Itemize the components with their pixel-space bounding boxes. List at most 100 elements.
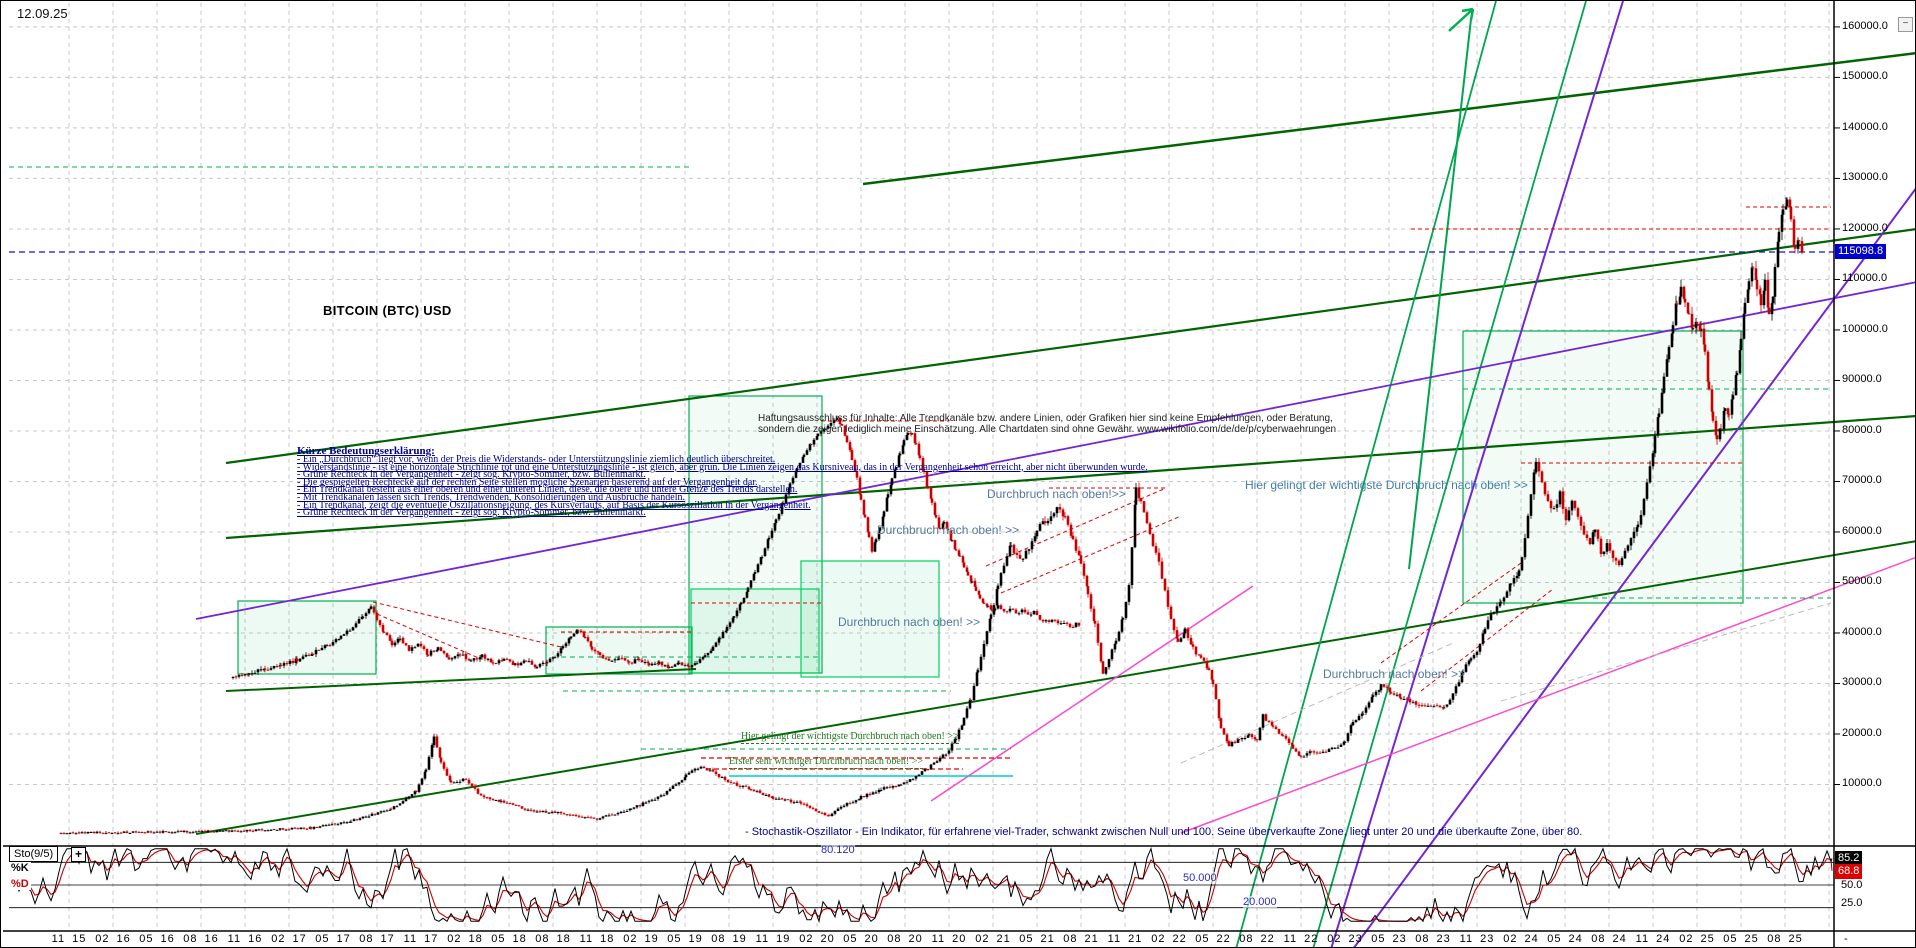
trend-line[interactable] [862,51,1916,186]
x-label-year: 21 [996,933,1011,945]
trend-line[interactable] [1408,18,1472,570]
trend-line[interactable] [1180,556,1916,834]
x-label-month: 02 [623,933,638,945]
x-label-year: 17 [292,933,307,945]
indicator-label[interactable]: Sto(9/5) [9,846,59,862]
x-label-month: 11 [227,933,242,945]
x-label-month: 11 [51,933,66,945]
x-axis-end-mark: - [1844,933,1848,945]
scenario-box [688,395,823,674]
trend-line[interactable] [225,668,697,692]
x-axis-label: 02 24 [1503,933,1539,945]
price-axis-label: 30000.0 [1842,676,1882,689]
price-axis-label: 80000.0 [1842,423,1882,436]
trend-line[interactable] [225,415,1916,540]
x-axis-label: 02 18 [447,933,483,945]
price-candles [59,196,1804,835]
x-axis-label: 05 22 [1195,933,1231,945]
x-axis-label: 08 19 [711,933,747,945]
disclaimer-line-1: Haftungsausschluss für Inhalte: Alle Tre… [758,413,1333,424]
x-label-year: 25 [1744,933,1759,945]
x-label-year: 17 [380,933,395,945]
trend-line[interactable] [372,601,562,648]
x-label-month: 11 [1459,933,1474,945]
x-label-month: 11 [755,933,770,945]
x-label-year: 16 [116,933,131,945]
x-axis-label: 11 22 [1284,933,1319,945]
trend-line[interactable] [1312,1,1587,948]
x-label-year: 17 [336,933,351,945]
disclaimer: Haftungsausschluss für Inhalte: Alle Tre… [758,413,1336,435]
percent-k-label: %K [9,862,31,874]
x-axis-label: 02 19 [623,933,659,945]
legend-explanation: Kürze Bedeutungserklärung: - Ein „Durchb… [297,446,1148,518]
x-label-year: 20 [952,933,967,945]
x-axis-label: 05 24 [1547,933,1583,945]
trend-line[interactable] [225,228,1916,465]
x-label-month: 02 [95,933,110,945]
stoch-level-50: 50.0 [1841,879,1863,891]
trend-line[interactable] [1353,187,1916,948]
add-indicator-button[interactable]: + [71,847,86,862]
x-label-year: 19 [644,933,659,945]
x-label-month: 11 [1283,933,1298,945]
trend-line[interactable] [1000,515,1182,594]
x-label-month: 11 [1107,933,1122,945]
trend-line[interactable] [1500,602,1832,702]
x-axis-label: 02 20 [799,933,835,945]
breakout-note-3: Durchbruch nach oben! >> [838,615,981,629]
x-label-year: 22 [1260,933,1275,945]
x-axis-label: 02 17 [271,933,307,945]
x-axis-label: 11 18 [580,933,615,945]
price-axis-label: 90000.0 [1842,373,1882,386]
minimize-icon[interactable]: − [1898,17,1913,32]
x-label-month: 11 [403,933,418,945]
stoch-level-label: 80.120 [821,844,855,856]
major-breakout-note: Hier gelingt der wichtigste Durchbruch n… [1245,478,1528,492]
x-axis-label: 02 21 [975,933,1011,945]
price-axis-label: 60000.0 [1842,524,1882,537]
stoch-d-badge: 68.8 [1835,864,1863,879]
x-label-month: 05 [1019,933,1034,945]
x-label-month: 08 [1767,933,1782,945]
first-breakout-note: Erster sehr wichtiger Durchbruch nach ob… [729,756,923,769]
trend-line[interactable] [195,540,1916,835]
x-label-month: 08 [359,933,374,945]
trend-line[interactable] [1330,1,1624,948]
disclaimer-line-2: sondern die zeigen lediglich meine Einsc… [758,424,1337,435]
x-label-year: 24 [1656,933,1671,945]
x-label-month: 02 [1679,933,1694,945]
percent-d-label: %D [9,878,31,890]
trend-line[interactable] [1235,1,1497,948]
x-label-year: 21 [1040,933,1055,945]
trend-line[interactable] [930,585,1254,802]
x-label-year: 23 [1392,933,1407,945]
price-axis-label: 100000.0 [1842,322,1888,335]
trend-line[interactable] [195,281,1916,620]
trend-line[interactable] [1380,562,1522,664]
x-axis-label: 05 18 [491,933,527,945]
x-label-year: 25 [1788,933,1803,945]
x-axis-label: 05 20 [843,933,879,945]
x-label-year: 24 [1524,933,1539,945]
legend-bullet: - Ein „Durchbruch“ liegt vor, wenn der P… [297,454,776,465]
stoch-k-badge: 85.2 [1835,851,1863,866]
trend-line[interactable] [376,613,482,660]
x-label-month: 02 [1503,933,1518,945]
last-price-badge: 115098.8 [1835,244,1887,259]
breakout-note-1: Durchbruch nach oben!>> [987,487,1126,501]
x-label-month: 05 [667,933,682,945]
x-axis-label: 05 17 [315,933,351,945]
stoch-level-25: 25.0 [1841,897,1863,909]
x-axis-label: 02 25 [1679,933,1715,945]
x-label-year: 25 [1700,933,1715,945]
scenario-box [690,588,820,674]
price-axis-label: 20000.0 [1842,726,1882,739]
stoch-level-label: 20.000 [1243,896,1277,908]
x-label-year: 17 [424,933,439,945]
x-label-month: 02 [1151,933,1166,945]
x-label-month: 08 [1239,933,1254,945]
x-label-year: 18 [512,933,527,945]
x-label-year: 19 [688,933,703,945]
